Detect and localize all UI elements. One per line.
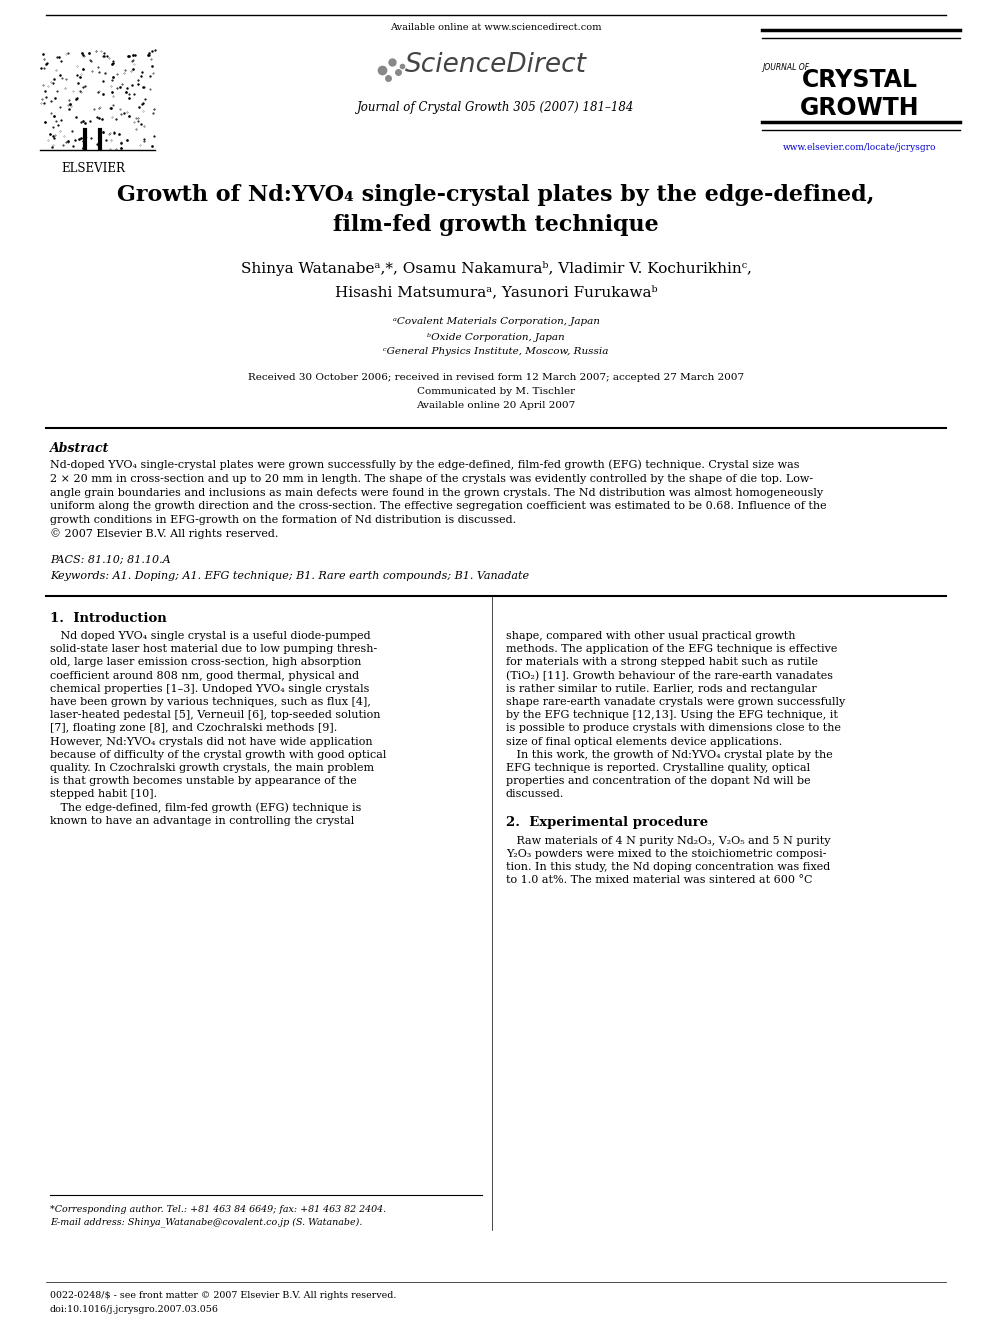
Text: shape rare-earth vanadate crystals were grown successfully: shape rare-earth vanadate crystals were … (506, 697, 845, 706)
Text: ScienceDirect: ScienceDirect (405, 52, 587, 78)
Text: Received 30 October 2006; received in revised form 12 March 2007; accepted 27 Ma: Received 30 October 2006; received in re… (248, 373, 744, 382)
Text: 0022-0248/$ - see front matter © 2007 Elsevier B.V. All rights reserved.: 0022-0248/$ - see front matter © 2007 El… (50, 1291, 397, 1301)
Text: tion. In this study, the Nd doping concentration was fixed: tion. In this study, the Nd doping conce… (506, 863, 830, 872)
Text: © 2007 Elsevier B.V. All rights reserved.: © 2007 Elsevier B.V. All rights reserved… (50, 529, 279, 540)
Text: (TiO₂) [11]. Growth behaviour of the rare-earth vanadates: (TiO₂) [11]. Growth behaviour of the rar… (506, 671, 833, 681)
Text: Hisashi Matsumuraᵃ, Yasunori Furukawaᵇ: Hisashi Matsumuraᵃ, Yasunori Furukawaᵇ (334, 284, 658, 299)
Text: quality. In Czochralski growth crystals, the main problem: quality. In Czochralski growth crystals,… (50, 763, 374, 773)
Text: However, Nd:YVO₄ crystals did not have wide application: However, Nd:YVO₄ crystals did not have w… (50, 737, 373, 746)
Text: Nd doped YVO₄ single crystal is a useful diode-pumped: Nd doped YVO₄ single crystal is a useful… (50, 631, 371, 642)
Text: is rather similar to rutile. Earlier, rods and rectangular: is rather similar to rutile. Earlier, ro… (506, 684, 816, 693)
Text: angle grain boundaries and inclusions as main defects were found in the grown cr: angle grain boundaries and inclusions as… (50, 488, 823, 497)
Text: GROWTH: GROWTH (801, 97, 920, 120)
Text: Y₂O₃ powders were mixed to the stoichiometric composi-: Y₂O₃ powders were mixed to the stoichiom… (506, 849, 826, 859)
Text: JOURNAL OF: JOURNAL OF (762, 62, 809, 71)
Text: ᵇOxide Corporation, Japan: ᵇOxide Corporation, Japan (428, 332, 564, 341)
Text: solid-state laser host material due to low pumping thresh-: solid-state laser host material due to l… (50, 644, 377, 654)
Text: doi:10.1016/j.jcrysgro.2007.03.056: doi:10.1016/j.jcrysgro.2007.03.056 (50, 1304, 219, 1314)
Text: is possible to produce crystals with dimensions close to the: is possible to produce crystals with dim… (506, 724, 841, 733)
Text: chemical properties [1–3]. Undoped YVO₄ single crystals: chemical properties [1–3]. Undoped YVO₄ … (50, 684, 369, 693)
Text: Growth of Nd:YVO₄ single-crystal plates by the edge-defined,: Growth of Nd:YVO₄ single-crystal plates … (117, 184, 875, 206)
Text: [7], floating zone [8], and Czochralski methods [9].: [7], floating zone [8], and Czochralski … (50, 724, 337, 733)
Text: PACS: 81.10; 81.10.A: PACS: 81.10; 81.10.A (50, 556, 171, 565)
Text: by the EFG technique [12,13]. Using the EFG technique, it: by the EFG technique [12,13]. Using the … (506, 710, 838, 720)
Text: E-mail address: Shinya_Watanabe@covalent.co.jp (S. Watanabe).: E-mail address: Shinya_Watanabe@covalent… (50, 1217, 362, 1226)
Text: CRYSTAL: CRYSTAL (802, 67, 918, 93)
Text: Shinya Watanabeᵃ,*, Osamu Nakamuraᵇ, Vladimir V. Kochurikhinᶜ,: Shinya Watanabeᵃ,*, Osamu Nakamuraᵇ, Vla… (241, 261, 751, 275)
Text: ELSEVIER: ELSEVIER (62, 161, 125, 175)
Text: 1.  Introduction: 1. Introduction (50, 611, 167, 624)
Text: ᵃCovalent Materials Corporation, Japan: ᵃCovalent Materials Corporation, Japan (393, 318, 599, 327)
Text: The edge-defined, film-fed growth (EFG) technique is: The edge-defined, film-fed growth (EFG) … (50, 802, 361, 812)
Text: uniform along the growth direction and the cross-section. The effective segregat: uniform along the growth direction and t… (50, 501, 826, 512)
Text: film-fed growth technique: film-fed growth technique (333, 214, 659, 235)
Text: for materials with a strong stepped habit such as rutile: for materials with a strong stepped habi… (506, 658, 818, 667)
Text: coefficient around 808 nm, good thermal, physical and: coefficient around 808 nm, good thermal,… (50, 671, 359, 680)
Text: www.elsevier.com/locate/jcrysgro: www.elsevier.com/locate/jcrysgro (784, 143, 936, 152)
Text: Raw materials of 4 N purity Nd₂O₃, V₂O₅ and 5 N purity: Raw materials of 4 N purity Nd₂O₃, V₂O₅ … (506, 836, 830, 845)
Text: stepped habit [10].: stepped habit [10]. (50, 790, 157, 799)
Text: EFG technique is reported. Crystalline quality, optical: EFG technique is reported. Crystalline q… (506, 763, 810, 773)
Text: because of difficulty of the crystal growth with good optical: because of difficulty of the crystal gro… (50, 750, 386, 759)
Text: discussed.: discussed. (506, 790, 564, 799)
Text: Journal of Crystal Growth 305 (2007) 181–184: Journal of Crystal Growth 305 (2007) 181… (357, 102, 635, 115)
Text: 2.  Experimental procedure: 2. Experimental procedure (506, 816, 708, 830)
Text: methods. The application of the EFG technique is effective: methods. The application of the EFG tech… (506, 644, 837, 654)
Text: *Corresponding author. Tel.: +81 463 84 6649; fax: +81 463 82 2404.: *Corresponding author. Tel.: +81 463 84 … (50, 1204, 386, 1213)
Text: shape, compared with other usual practical growth: shape, compared with other usual practic… (506, 631, 796, 642)
Text: In this work, the growth of Nd:YVO₄ crystal plate by the: In this work, the growth of Nd:YVO₄ crys… (506, 750, 832, 759)
Text: to 1.0 at%. The mixed material was sintered at 600 °C: to 1.0 at%. The mixed material was sinte… (506, 876, 812, 885)
Text: is that growth becomes unstable by appearance of the: is that growth becomes unstable by appea… (50, 777, 357, 786)
Bar (30, 34, 160, 155)
Text: have been grown by various techniques, such as flux [4],: have been grown by various techniques, s… (50, 697, 371, 706)
Text: known to have an advantage in controlling the crystal: known to have an advantage in controllin… (50, 816, 354, 826)
Text: Communicated by M. Tischler: Communicated by M. Tischler (417, 388, 575, 397)
Text: old, large laser emission cross-section, high absorption: old, large laser emission cross-section,… (50, 658, 361, 667)
Text: ᶜGeneral Physics Institute, Moscow, Russia: ᶜGeneral Physics Institute, Moscow, Russ… (383, 348, 609, 356)
Text: Available online at www.sciencedirect.com: Available online at www.sciencedirect.co… (390, 24, 602, 33)
Text: Keywords: A1. Doping; A1. EFG technique; B1. Rare earth compounds; B1. Vanadate: Keywords: A1. Doping; A1. EFG technique;… (50, 572, 529, 581)
Text: size of final optical elements device applications.: size of final optical elements device ap… (506, 737, 783, 746)
Text: laser-heated pedestal [5], Verneuil [6], top-seeded solution: laser-heated pedestal [5], Verneuil [6],… (50, 710, 381, 720)
Text: Available online 20 April 2007: Available online 20 April 2007 (417, 401, 575, 410)
Text: growth conditions in EFG-growth on the formation of Nd distribution is discussed: growth conditions in EFG-growth on the f… (50, 515, 516, 525)
Text: 2 × 20 mm in cross-section and up to 20 mm in length. The shape of the crystals : 2 × 20 mm in cross-section and up to 20 … (50, 474, 813, 484)
Text: Nd-doped YVO₄ single-crystal plates were grown successfully by the edge-defined,: Nd-doped YVO₄ single-crystal plates were… (50, 459, 800, 470)
Text: properties and concentration of the dopant Nd will be: properties and concentration of the dopa… (506, 777, 810, 786)
Text: Abstract: Abstract (50, 442, 109, 455)
